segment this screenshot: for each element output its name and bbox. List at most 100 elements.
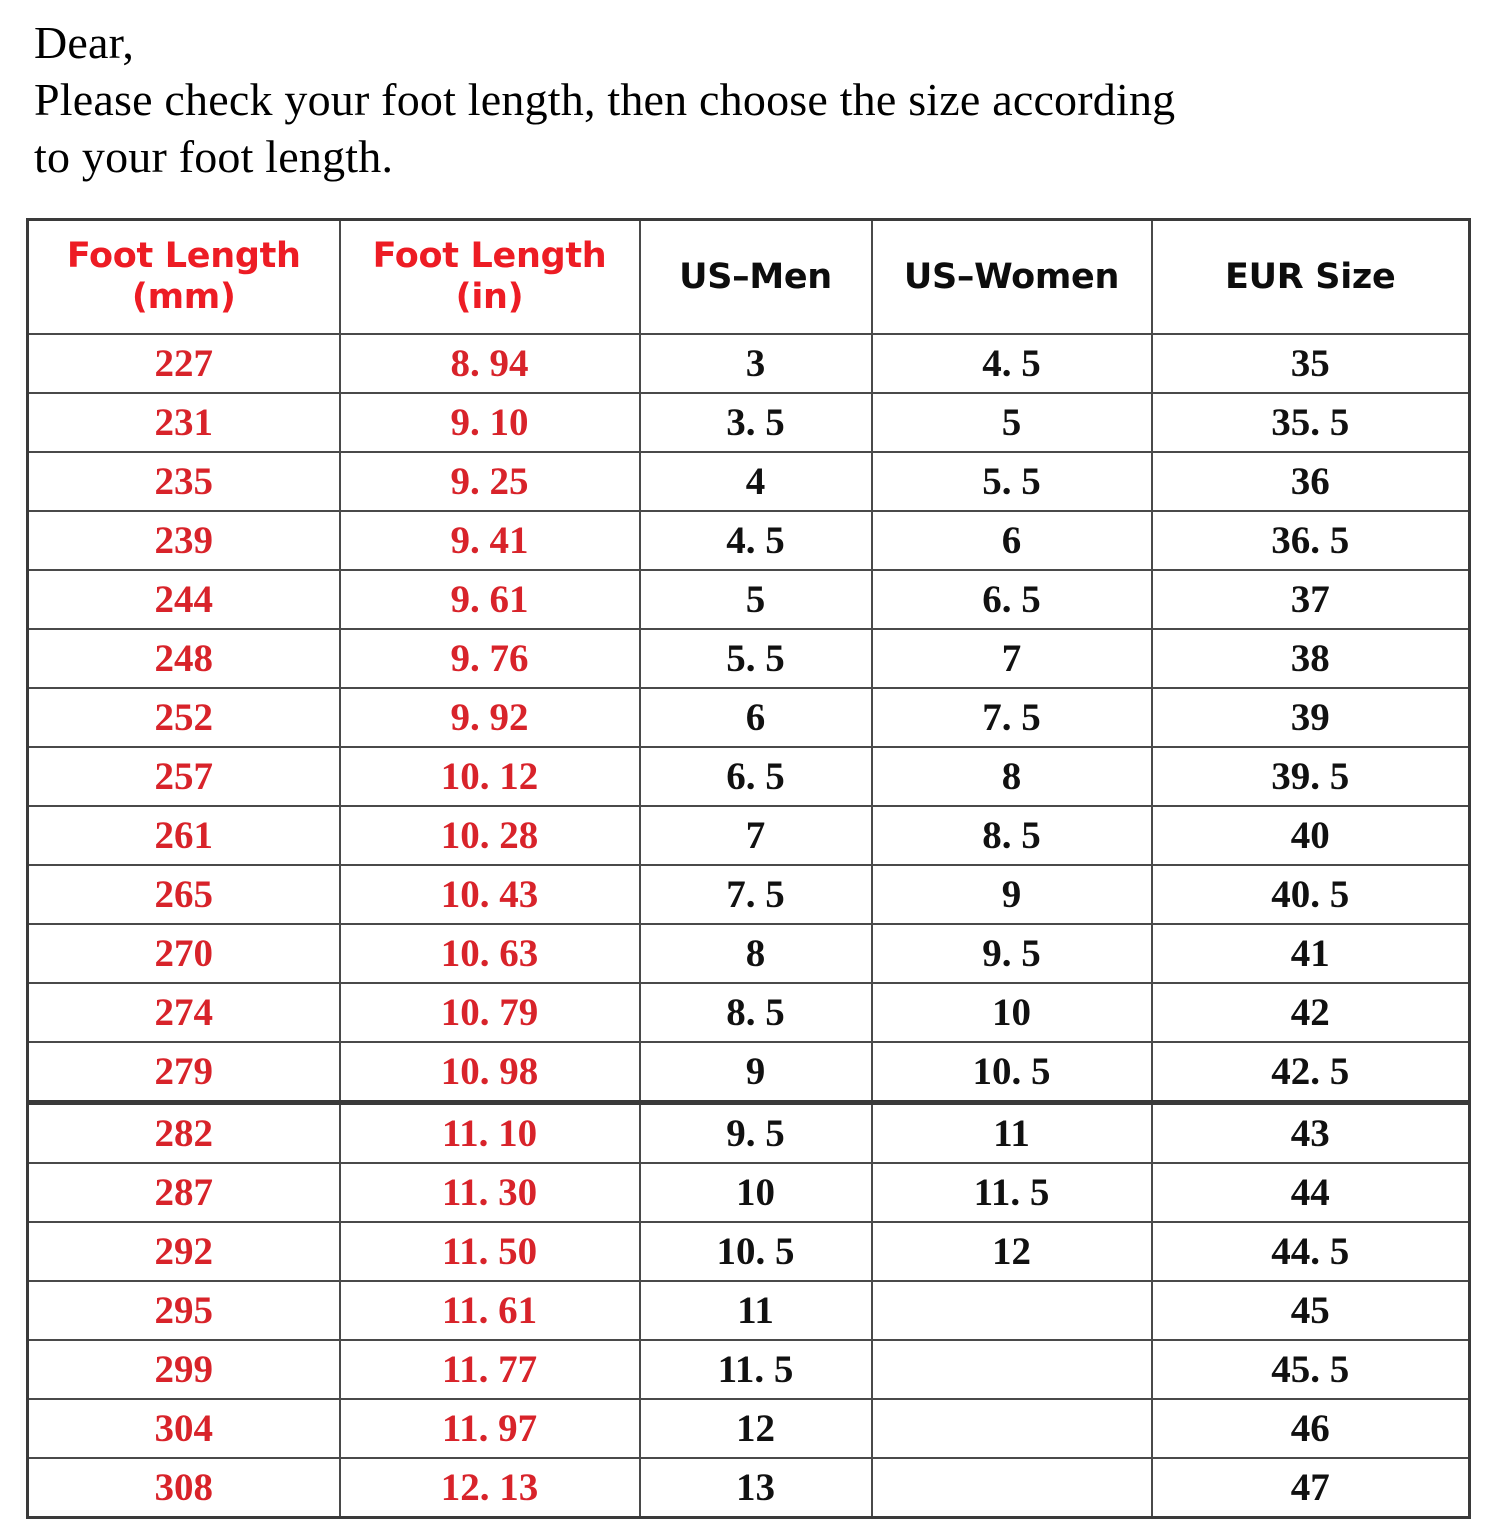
- table-row: 261 10. 28 7 8. 5 40: [26, 805, 1471, 866]
- cell-us-women: 11: [870, 1100, 1153, 1164]
- intro-line-greeting: Dear,: [34, 17, 135, 68]
- cell-foot-length-mm: 227: [26, 333, 341, 394]
- size-chart-table-wrapper: Foot Length (mm) Foot Length (in) US–Men…: [26, 218, 1471, 1519]
- table-row: 304 11. 97 12 46: [26, 1398, 1471, 1459]
- cell-us-men: 5. 5: [638, 628, 873, 689]
- cell-foot-length-mm: 292: [26, 1221, 341, 1282]
- column-header-eur-size: EUR Size: [1150, 218, 1471, 335]
- table-row: 248 9. 76 5. 5 7 38: [26, 628, 1471, 689]
- cell-foot-length-mm: 239: [26, 510, 341, 571]
- column-header-foot-length-mm-line1: Foot Length: [66, 236, 301, 276]
- cell-us-men: 10. 5: [638, 1221, 873, 1282]
- column-header-foot-length-mm-line2: (mm): [131, 277, 236, 317]
- cell-foot-length-mm: 244: [26, 569, 341, 630]
- table-row: 282 11. 10 9. 5 11 43: [26, 1100, 1471, 1164]
- table-row: 308 12. 13 13 47: [26, 1457, 1471, 1519]
- cell-eur-size: 42: [1150, 982, 1471, 1043]
- cell-us-women: [870, 1280, 1153, 1341]
- cell-us-men: 3. 5: [638, 392, 873, 453]
- cell-foot-length-mm: 235: [26, 451, 341, 512]
- cell-us-men: 7: [638, 805, 873, 866]
- cell-us-men: 5: [638, 569, 873, 630]
- cell-foot-length-in: 10. 12: [338, 746, 641, 807]
- cell-eur-size: 37: [1150, 569, 1471, 630]
- size-chart-table: Foot Length (mm) Foot Length (in) US–Men…: [26, 218, 1471, 1519]
- column-header-foot-length-in-line2: (in): [455, 277, 524, 317]
- cell-foot-length-mm: 279: [26, 1041, 341, 1104]
- table-body: 227 8. 94 3 4. 5 35 231 9. 10 3. 5 5 35. 5 235 9. 2…: [26, 333, 1471, 1519]
- cell-us-men: 4. 5: [638, 510, 873, 571]
- table-header: Foot Length (mm) Foot Length (in) US–Men…: [26, 218, 1471, 335]
- cell-foot-length-mm: 231: [26, 392, 341, 453]
- cell-eur-size: 44. 5: [1150, 1221, 1471, 1282]
- cell-foot-length-in: 9. 76: [338, 628, 641, 689]
- cell-eur-size: 43: [1150, 1100, 1471, 1164]
- cell-us-women: 7: [870, 628, 1153, 689]
- cell-us-women: 6: [870, 510, 1153, 571]
- cell-eur-size: 45. 5: [1150, 1339, 1471, 1400]
- cell-foot-length-in: 11. 77: [338, 1339, 641, 1400]
- cell-foot-length-mm: 252: [26, 687, 341, 748]
- cell-us-men: 6: [638, 687, 873, 748]
- cell-eur-size: 42. 5: [1150, 1041, 1471, 1104]
- cell-us-men: 3: [638, 333, 873, 394]
- cell-us-men: 13: [638, 1457, 873, 1519]
- column-header-foot-length-mm: Foot Length (mm): [26, 218, 341, 335]
- cell-eur-size: 45: [1150, 1280, 1471, 1341]
- cell-foot-length-in: 9. 25: [338, 451, 641, 512]
- table-header-row: Foot Length (mm) Foot Length (in) US–Men…: [26, 218, 1471, 335]
- table-row: 265 10. 43 7. 5 9 40. 5: [26, 864, 1471, 925]
- table-row: 244 9. 61 5 6. 5 37: [26, 569, 1471, 630]
- cell-us-men: 10: [638, 1162, 873, 1223]
- cell-us-men: 11: [638, 1280, 873, 1341]
- cell-foot-length-in: 9. 61: [338, 569, 641, 630]
- cell-us-women: 12: [870, 1221, 1153, 1282]
- cell-foot-length-in: 12. 13: [338, 1457, 641, 1519]
- cell-foot-length-in: 10. 79: [338, 982, 641, 1043]
- cell-us-women: [870, 1339, 1153, 1400]
- cell-foot-length-in: 10. 98: [338, 1041, 641, 1104]
- cell-foot-length-mm: 282: [26, 1100, 341, 1164]
- cell-eur-size: 44: [1150, 1162, 1471, 1223]
- cell-foot-length-mm: 304: [26, 1398, 341, 1459]
- cell-foot-length-in: 9. 92: [338, 687, 641, 748]
- cell-us-women: 10. 5: [870, 1041, 1153, 1104]
- cell-us-women: 7. 5: [870, 687, 1153, 748]
- cell-foot-length-mm: 248: [26, 628, 341, 689]
- cell-foot-length-mm: 295: [26, 1280, 341, 1341]
- cell-us-women: 5: [870, 392, 1153, 453]
- table-row: 257 10. 12 6. 5 8 39. 5: [26, 746, 1471, 807]
- cell-foot-length-in: 11. 30: [338, 1162, 641, 1223]
- table-row: 274 10. 79 8. 5 10 42: [26, 982, 1471, 1043]
- cell-us-men: 7. 5: [638, 864, 873, 925]
- table-row: 279 10. 98 9 10. 5 42. 5: [26, 1041, 1471, 1104]
- cell-us-men: 12: [638, 1398, 873, 1459]
- cell-us-men: 8. 5: [638, 982, 873, 1043]
- cell-foot-length-in: 9. 10: [338, 392, 641, 453]
- cell-foot-length-in: 9. 41: [338, 510, 641, 571]
- column-header-eur-size-label: EUR Size: [1225, 256, 1396, 297]
- cell-foot-length-in: 8. 94: [338, 333, 641, 394]
- cell-eur-size: 35. 5: [1150, 392, 1471, 453]
- cell-eur-size: 36. 5: [1150, 510, 1471, 571]
- table-row: 252 9. 92 6 7. 5 39: [26, 687, 1471, 748]
- table-row: 299 11. 77 11. 5 45. 5: [26, 1339, 1471, 1400]
- cell-us-women: 8: [870, 746, 1153, 807]
- column-header-us-men-label: US–Men: [679, 256, 832, 297]
- table-row: 227 8. 94 3 4. 5 35: [26, 333, 1471, 394]
- table-row: 270 10. 63 8 9. 5 41: [26, 923, 1471, 984]
- cell-eur-size: 38: [1150, 628, 1471, 689]
- cell-us-women: 10: [870, 982, 1153, 1043]
- cell-us-women: 5. 5: [870, 451, 1153, 512]
- column-header-foot-length-in: Foot Length (in): [338, 218, 641, 335]
- table-row: 231 9. 10 3. 5 5 35. 5: [26, 392, 1471, 453]
- cell-foot-length-in: 11. 97: [338, 1398, 641, 1459]
- cell-foot-length-in: 11. 50: [338, 1221, 641, 1282]
- cell-foot-length-in: 10. 63: [338, 923, 641, 984]
- cell-eur-size: 47: [1150, 1457, 1471, 1519]
- cell-us-women: 9. 5: [870, 923, 1153, 984]
- cell-us-men: 4: [638, 451, 873, 512]
- cell-us-men: 9. 5: [638, 1100, 873, 1164]
- column-header-foot-length-in-line1: Foot Length: [372, 236, 607, 276]
- cell-eur-size: 36: [1150, 451, 1471, 512]
